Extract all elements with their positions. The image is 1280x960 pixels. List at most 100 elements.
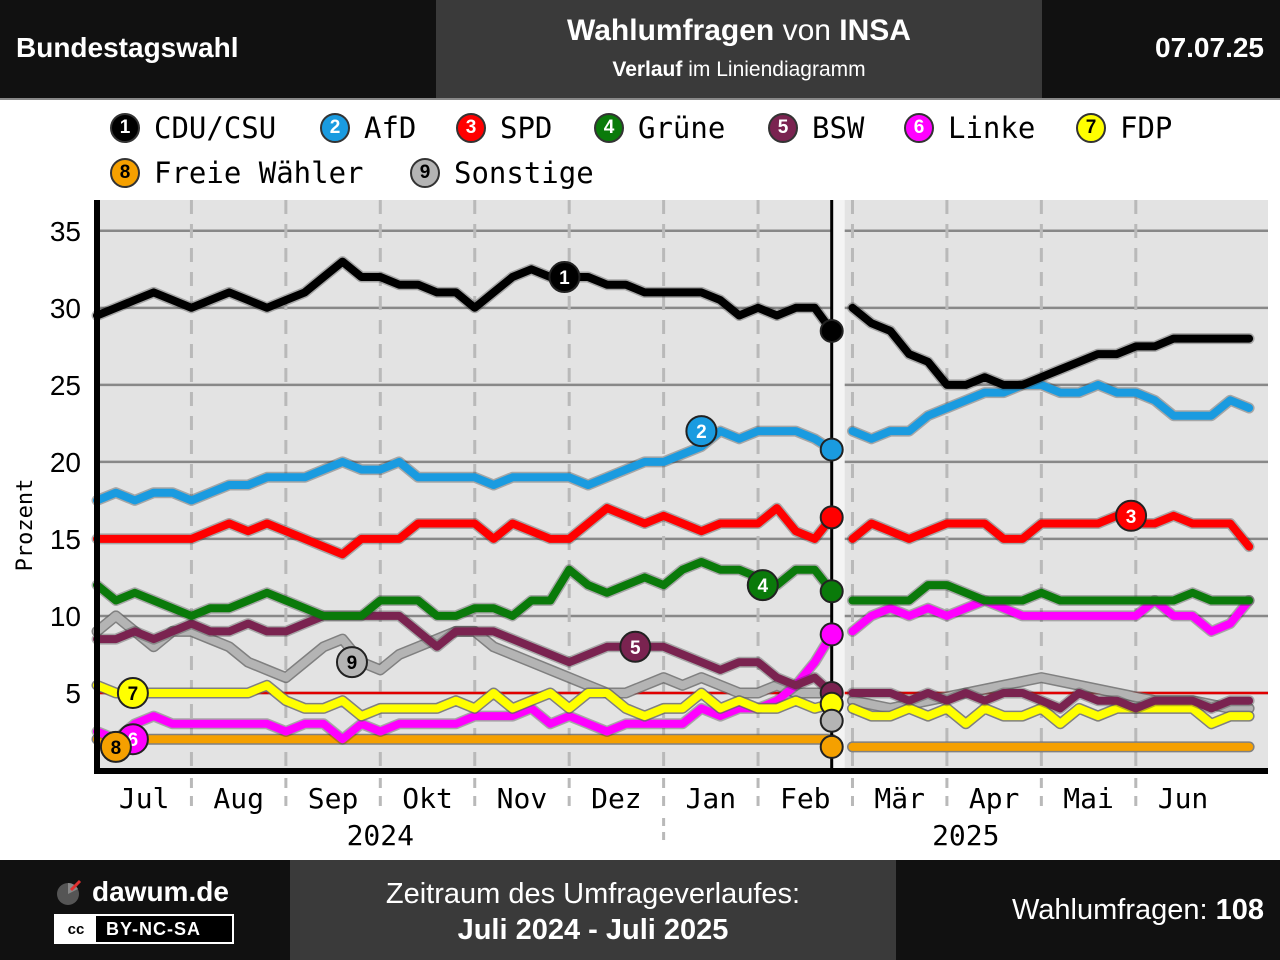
legend-item-2: 2 AfD — [320, 110, 416, 146]
chart-subtitle-part-1: Verlauf — [612, 58, 683, 81]
series-label-4: 4 — [757, 576, 768, 597]
chart-title-part-2: von — [774, 14, 840, 47]
series-line-5 — [93, 611, 836, 697]
y-tick-label: 20 — [50, 447, 81, 478]
footer-left: dawum.de cc BY-NC-SA — [0, 860, 290, 960]
series-line-3 — [848, 511, 1254, 551]
series-label-marker-9 — [335, 646, 368, 679]
series-label-5: 5 — [630, 638, 641, 659]
legend-marker: 2 — [320, 113, 350, 143]
y-axis-label: Prozent — [13, 479, 38, 572]
series-label-8: 8 — [111, 738, 122, 759]
month-label: Mai — [1063, 782, 1114, 815]
series-line-4 — [93, 558, 836, 620]
election-marker-3 — [819, 505, 844, 530]
creative-commons-icon: cc — [56, 916, 96, 942]
series-label-3: 3 — [1126, 507, 1137, 528]
month-label: Jan — [686, 782, 737, 815]
brand-name: dawum.de — [92, 876, 229, 907]
chart-subtitle: Verlauf im Liniendiagramm — [436, 58, 1042, 82]
legend-label: CDU/CSU — [154, 111, 277, 145]
poll-count: Wahlumfragen: 108 — [1012, 894, 1264, 927]
chart-title-part-3: INSA — [839, 14, 911, 47]
footer-right: Wahlumfragen: 108 — [896, 860, 1280, 960]
header-left: Bundestagswahl — [0, 0, 436, 98]
series-line-2 — [848, 380, 1254, 443]
election-marker-1 — [819, 318, 844, 343]
series-line-5 — [848, 689, 1254, 713]
year-label: 2024 — [347, 819, 414, 852]
series-label-7: 7 — [128, 684, 139, 705]
month-label: Jun — [1158, 782, 1209, 815]
header-right: 07.07.25 — [1042, 0, 1280, 98]
chart-title-part-1: Wahlumfragen — [567, 14, 775, 47]
header-center: Wahlumfragen von INSA Verlauf im Liniend… — [436, 0, 1042, 98]
legend-item-3: 3 SPD — [456, 110, 552, 146]
series-label-marker-2 — [685, 415, 718, 448]
poll-count-value: 108 — [1215, 894, 1264, 926]
month-label: Jul — [119, 782, 170, 815]
legend-item-8: 8 Freie Wähler — [110, 155, 364, 191]
legend-label: SPD — [500, 111, 553, 145]
series-line-1 — [848, 303, 1254, 389]
footer: dawum.de cc BY-NC-SA Zeitraum des Umfrag… — [0, 860, 1280, 960]
chart-subtitle-part-2: im Liniendiagramm — [682, 58, 866, 81]
legend-item-6: 6 Linke — [904, 110, 1035, 146]
month-label: Feb — [780, 782, 831, 815]
election-marker-6 — [819, 622, 844, 647]
poll-count-label: Wahlumfragen: — [1011, 894, 1216, 926]
legend-item-9: 9 Sonstige — [410, 155, 594, 191]
series-label-9: 9 — [347, 653, 358, 674]
series-line-7 — [848, 704, 1254, 728]
legend-marker: 6 — [904, 113, 934, 143]
brand[interactable]: dawum.de — [54, 876, 229, 908]
legend-label: Freie Wähler — [154, 156, 364, 190]
month-label: Dez — [591, 782, 642, 815]
series-label-marker-7 — [116, 676, 149, 709]
legend-item-7: 7 FDP — [1076, 110, 1172, 146]
election-title: Bundestagswahl — [16, 32, 239, 63]
series-line-6 — [848, 596, 1254, 636]
year-label: 2025 — [932, 819, 999, 852]
series-label-marker-5 — [619, 630, 652, 663]
legend-marker: 9 — [410, 158, 440, 188]
election-marker-8 — [819, 734, 844, 759]
header-divider — [0, 98, 1280, 100]
series-line-6 — [93, 630, 836, 744]
month-label: Okt — [402, 782, 453, 815]
y-tick-label: 5 — [65, 678, 81, 709]
legend-label: Linke — [948, 111, 1036, 145]
period-label: Zeitraum des Umfrageverlaufes: — [385, 878, 801, 910]
election-marker-4 — [819, 579, 844, 604]
license-badge[interactable]: cc BY-NC-SA — [54, 914, 234, 944]
series-label-6: 6 — [128, 730, 139, 751]
month-label: Apr — [969, 782, 1020, 815]
chart-title: Wahlumfragen von INSA — [436, 14, 1042, 48]
series-label-1: 1 — [559, 268, 570, 289]
month-label: Sep — [308, 782, 359, 815]
header: Bundestagswahl Wahlumfragen von INSA Ver… — [0, 0, 1280, 98]
header-date: 07.07.25 — [1155, 32, 1264, 63]
legend-marker: 4 — [594, 113, 624, 143]
series-label-2: 2 — [696, 422, 707, 443]
series-line-1 — [93, 257, 836, 335]
legend-marker: 1 — [110, 113, 140, 143]
month-label: Mär — [874, 782, 925, 815]
legend-label: Sonstige — [454, 156, 594, 190]
series-line-3 — [93, 504, 836, 559]
y-tick-label: 30 — [50, 293, 81, 324]
legend-marker: 7 — [1076, 113, 1106, 143]
legend-marker: 3 — [456, 113, 486, 143]
series-label-marker-8 — [99, 730, 132, 763]
month-label: Nov — [497, 782, 548, 815]
legend-label: AfD — [364, 111, 417, 145]
y-tick-label: 25 — [50, 370, 81, 401]
legend-item-5: 5 BSW — [768, 110, 864, 146]
series-label-marker-3 — [1115, 499, 1148, 532]
series-line-7 — [93, 681, 836, 721]
legend-item-1: 1 CDU/CSU — [110, 110, 276, 146]
legend-marker: 8 — [110, 158, 140, 188]
legend-marker: 5 — [768, 113, 798, 143]
period-value: Juli 2024 - Juli 2025 — [457, 914, 729, 946]
